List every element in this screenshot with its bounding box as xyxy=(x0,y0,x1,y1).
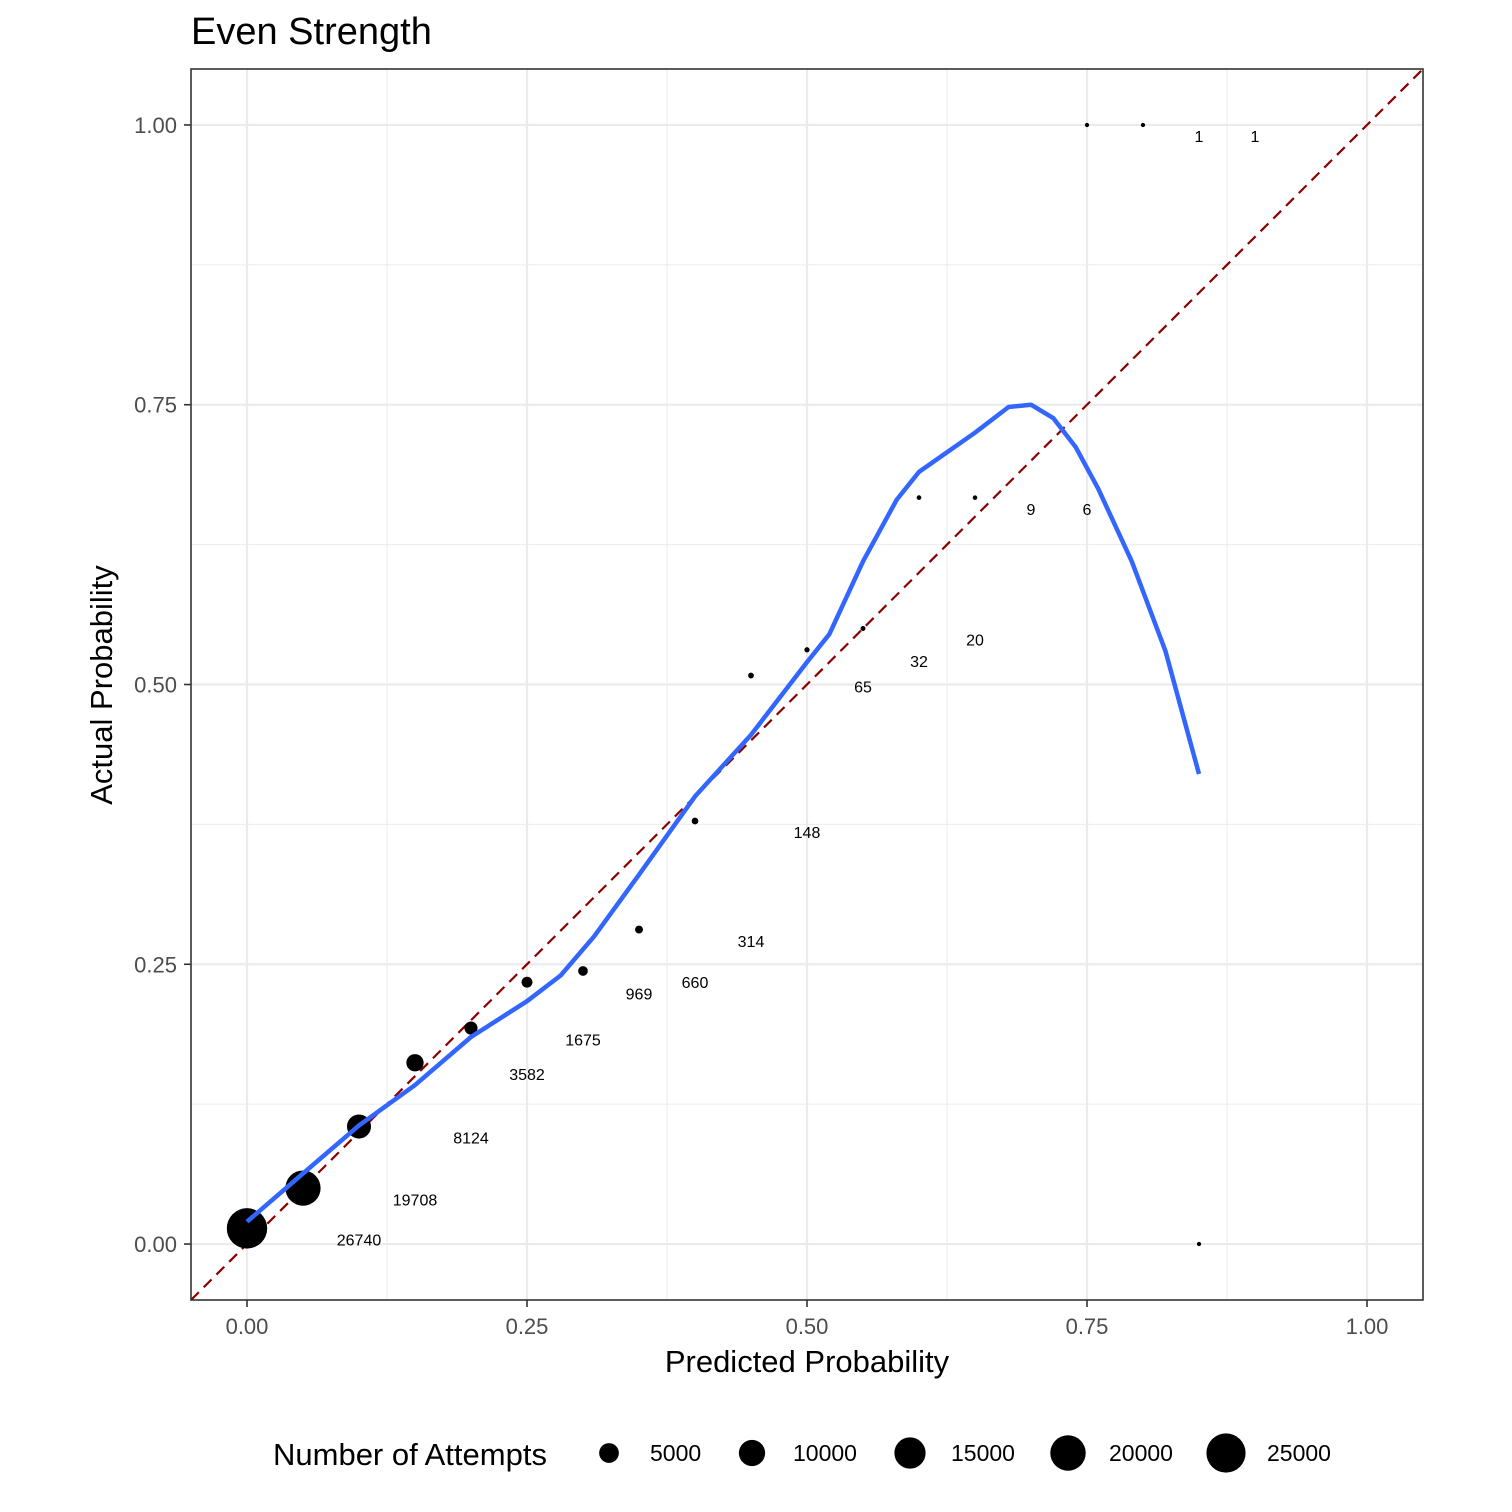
data-point-11 xyxy=(860,626,866,632)
x-tick-label-0: 0.00 xyxy=(226,1314,269,1339)
smooth-curve xyxy=(245,402,1202,1224)
chart-title: Even Strength xyxy=(191,11,432,53)
legend-key-0 xyxy=(599,1443,619,1463)
y-tick-label-1: 0.25 xyxy=(134,952,177,977)
x-tick-label-1: 0.25 xyxy=(506,1314,549,1339)
point-label-7: 314 xyxy=(738,934,765,951)
point-label-11: 20 xyxy=(966,633,984,650)
point-label-13: 6 xyxy=(1083,502,1092,519)
point-label-14: 1 xyxy=(1195,129,1204,146)
point-labels: 26740 19708 8124 3582 1675 969 660 314 148 65 32 20… xyxy=(337,129,1260,1249)
legend-key-2 xyxy=(894,1437,926,1469)
point-label-5: 969 xyxy=(626,986,653,1003)
point-label-4: 1675 xyxy=(565,1032,601,1049)
legend-label-3: 20000 xyxy=(1109,1440,1173,1466)
point-label-0: 26740 xyxy=(337,1233,382,1250)
data-point-7 xyxy=(635,925,643,934)
point-label-15: 1 xyxy=(1251,129,1260,146)
point-label-8: 148 xyxy=(794,825,821,842)
data-point-3 xyxy=(406,1054,424,1072)
x-tick-label-2: 0.50 xyxy=(786,1314,829,1339)
point-label-12: 9 xyxy=(1027,502,1036,519)
y-axis-title: Actual Probability xyxy=(84,565,119,805)
data-point-0 xyxy=(226,1208,268,1249)
legend-label-4: 25000 xyxy=(1267,1440,1331,1466)
data-point-5 xyxy=(521,976,533,988)
legend-label-0: 5000 xyxy=(650,1440,701,1466)
data-point-12 xyxy=(916,495,922,500)
reference-line xyxy=(190,68,1424,1301)
legend-key-1 xyxy=(738,1439,766,1467)
y-tick-label-0: 0.00 xyxy=(134,1232,177,1257)
y-tick-label-4: 1.00 xyxy=(134,113,177,138)
y-tick-label-3: 0.75 xyxy=(134,393,177,418)
grid xyxy=(191,69,1423,1300)
legend-key-3 xyxy=(1050,1435,1086,1471)
data-point-8 xyxy=(691,817,699,825)
point-label-2: 8124 xyxy=(453,1131,489,1148)
data-point-4 xyxy=(464,1021,478,1035)
legend-label-1: 10000 xyxy=(793,1440,857,1466)
point-label-9: 65 xyxy=(854,680,872,697)
data-point-9 xyxy=(748,672,754,679)
x-tick-label-4: 1.00 xyxy=(1346,1314,1389,1339)
point-label-3: 3582 xyxy=(509,1067,545,1084)
x-tick-label-3: 0.75 xyxy=(1066,1314,1109,1339)
legend-title: Number of Attempts xyxy=(273,1437,547,1472)
points xyxy=(226,122,1202,1249)
data-point-13 xyxy=(972,495,978,500)
point-label-10: 32 xyxy=(910,654,928,671)
data-point-15 xyxy=(1140,122,1146,128)
axis-ticks: 0.00 0.25 0.50 0.75 1.00 0.00 0.25 0.50 0.75 1.00 xyxy=(134,113,1388,1339)
y-tick-label-2: 0.50 xyxy=(134,673,177,698)
x-axis-title: Predicted Probability xyxy=(665,1344,950,1379)
point-label-1: 19708 xyxy=(393,1192,438,1209)
legend-label-2: 15000 xyxy=(951,1440,1015,1466)
data-point-10 xyxy=(804,647,810,653)
data-point-16 xyxy=(1196,1241,1202,1247)
point-label-6: 660 xyxy=(682,975,709,992)
legend-key-4 xyxy=(1206,1433,1246,1473)
data-point-14 xyxy=(1084,122,1090,128)
data-point-6 xyxy=(578,966,588,976)
legend: Number of Attempts 5000 10000 15000 20000 25… xyxy=(273,1433,1331,1473)
